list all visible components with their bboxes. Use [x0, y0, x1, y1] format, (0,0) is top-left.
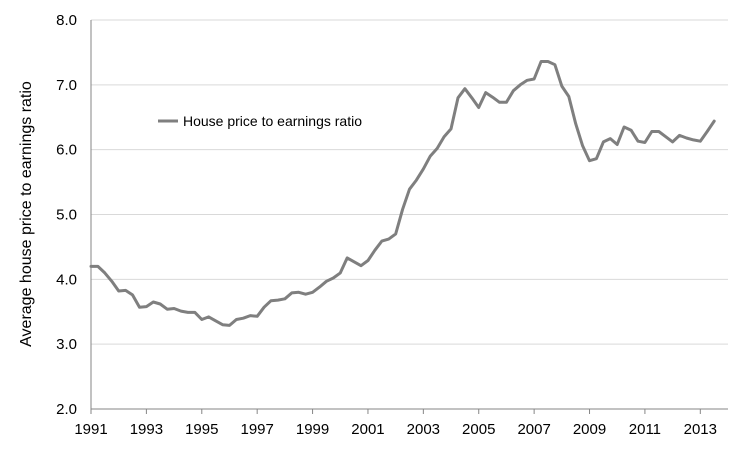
- x-tick-label: 1993: [130, 421, 163, 438]
- x-tick-labels: 1991 1993 1995 1997 1999 2001 2003 2005 2007 2009…: [74, 421, 717, 438]
- y-tick-label: 5.0: [56, 207, 77, 224]
- axes: [90, 20, 728, 414]
- x-tick-label: 2007: [517, 421, 550, 438]
- x-tick-label: 2013: [684, 421, 717, 438]
- x-tick-label: 2011: [629, 421, 661, 438]
- gridlines: [91, 19, 728, 345]
- series-line: [89, 60, 716, 327]
- x-tick-label: 2003: [407, 421, 440, 438]
- legend: House price to earnings ratio: [158, 113, 362, 129]
- y-tick-label: 3.0: [56, 336, 77, 353]
- x-tick-label: 2001: [351, 421, 384, 438]
- series-lines: [89, 60, 716, 327]
- x-tick-label: 2009: [573, 421, 606, 438]
- y-tick-label: 2.0: [56, 401, 77, 418]
- legend-label: House price to earnings ratio: [183, 113, 362, 129]
- y-tick-label: 8.0: [56, 12, 77, 29]
- y-tick-label: 7.0: [56, 77, 77, 94]
- y-tick-labels: 2.0 3.0 4.0 5.0 6.0 7.0 8.0: [56, 12, 77, 418]
- y-axis-title: Average house price to earnings ratio: [18, 81, 35, 347]
- x-tick-label: 1995: [185, 421, 218, 438]
- x-tick-label: 1999: [296, 421, 329, 438]
- x-tick-label: 2005: [462, 421, 495, 438]
- x-tick-label: 1991: [74, 421, 107, 438]
- y-tick-label: 4.0: [56, 271, 77, 288]
- x-tick-label: 1997: [240, 421, 273, 438]
- y-tick-label: 6.0: [56, 142, 77, 159]
